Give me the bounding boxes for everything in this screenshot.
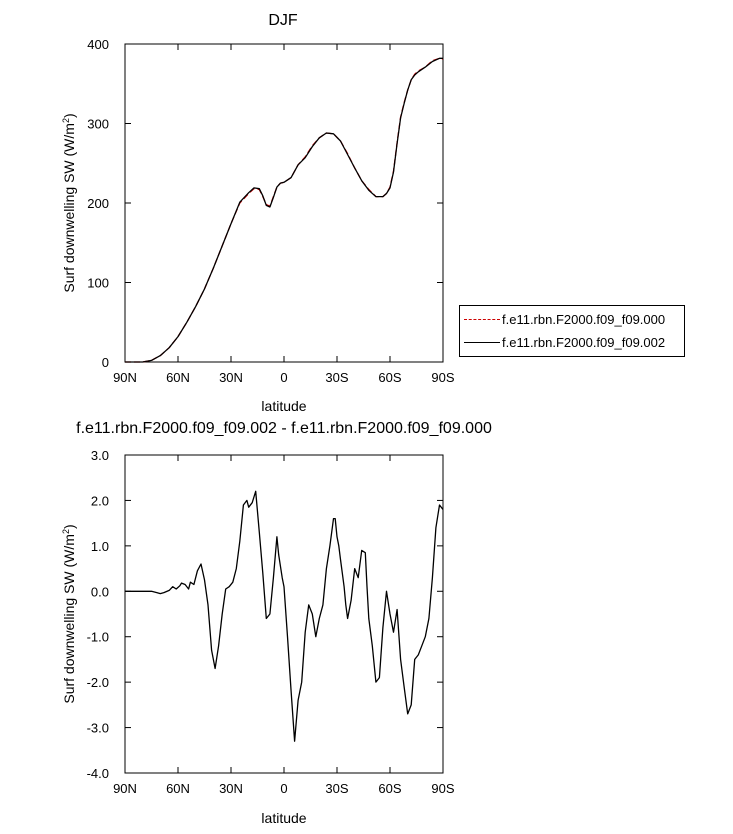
legend-swatch-dashed-red [464,318,500,320]
top-x-tick-label: 30N [219,370,243,385]
top-y-axis-label: Surf downwelling SW (W/m2) [61,113,77,292]
bottom-series-group [125,490,444,742]
top-x-axis-label: latitude [261,398,306,414]
bottom-y-tick-label: 3.0 [91,448,109,463]
bottom-y-tick-label: -4.0 [87,766,109,781]
bottom-chart: f.e11.rbn.F2000.f09_f09.002 - f.e11.rbn.… [61,420,492,826]
legend-swatch-solid-black [464,341,500,343]
bottom-y-tick-label: 0.0 [91,584,109,599]
legend-label-002: f.e11.rbn.F2000.f09_f09.002 [502,334,666,350]
bottom-y-axis-label: Surf downwelling SW (W/m2) [61,524,77,703]
top-y-tick-label: 100 [87,276,109,291]
bottom-x-tick-label: 60S [378,781,401,796]
bottom-x-axis-label: latitude [261,810,306,826]
top-series-line-1 [125,57,443,363]
bottom-x-tick-label: 90N [113,781,137,796]
bottom-chart-title: f.e11.rbn.F2000.f09_f09.002 - f.e11.rbn.… [76,420,492,437]
bottom-x-tick-label: 30S [325,781,348,796]
top-x-tick-label: 30S [325,370,348,385]
bottom-x-tick-label: 0 [280,781,287,796]
top-series-group [125,57,444,363]
top-series-line-0 [125,57,444,363]
top-x-tick-label: 90N [113,370,137,385]
legend-item-000: f.e11.rbn.F2000.f09_f09.000 [464,309,665,329]
top-y-tick-label: 400 [87,37,109,52]
legend-item-002: f.e11.rbn.F2000.f09_f09.002 [464,332,665,352]
bottom-y-tick-label: -2.0 [87,675,109,690]
top-y-tick-label: 0 [102,355,109,370]
bottom-y-tick-label: 2.0 [91,493,109,508]
bottom-x-tick-label: 90S [431,781,454,796]
bottom-y-tick-label: -1.0 [87,630,109,645]
bottom-axis-ticks: 90N 60N 30N 0 30S 60S 90S -4.0 -3.0 -2.0 -1.0 0.0 1.… [87,448,455,796]
top-plot-frame [124,43,444,363]
bottom-x-tick-label: 60N [166,781,190,796]
top-chart-legend: f.e11.rbn.F2000.f09_f09.000 f.e11.rbn.F2… [459,305,685,357]
bottom-y-tick-label: 1.0 [91,539,109,554]
top-chart-title: DJF [268,12,298,29]
top-x-tick-label: 60S [378,370,401,385]
top-x-tick-label: 60N [166,370,190,385]
bottom-x-tick-label: 30N [219,781,243,796]
bottom-series-line-0 [125,490,444,742]
top-x-tick-label: 0 [280,370,287,385]
bottom-y-tick-label: -3.0 [87,721,109,736]
top-y-tick-label: 200 [87,196,109,211]
top-y-tick-label: 300 [87,117,109,132]
top-chart: DJF 90N 60N 30N 0 30S 60S 90S 0 100 200 300 400 lat… [61,12,455,414]
bottom-plot-frame [124,454,444,774]
legend-label-000: f.e11.rbn.F2000.f09_f09.000 [502,311,666,327]
top-axis-ticks: 90N 60N 30N 0 30S 60S 90S 0 100 200 300 400 [87,37,455,385]
top-x-tick-label: 90S [431,370,454,385]
